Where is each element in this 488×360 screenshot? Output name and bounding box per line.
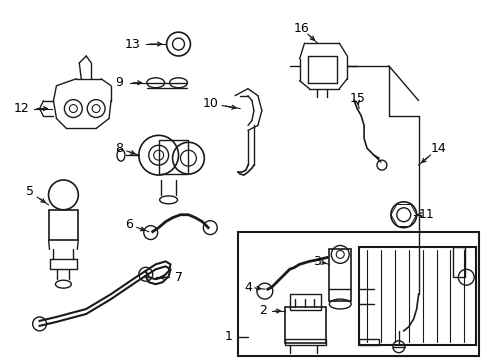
- Bar: [289, 294, 321, 310]
- Text: 13: 13: [125, 37, 141, 50]
- Text: 7: 7: [174, 271, 182, 284]
- Text: 8: 8: [115, 142, 122, 155]
- Text: 5: 5: [25, 185, 34, 198]
- Text: 6: 6: [125, 218, 133, 231]
- Bar: [358, 339, 378, 345]
- Bar: [452, 247, 464, 277]
- Bar: [358, 247, 475, 345]
- Text: 16: 16: [293, 22, 309, 35]
- Text: 9: 9: [115, 76, 122, 89]
- Bar: [284, 339, 325, 345]
- Bar: [158, 140, 188, 174]
- Text: 2: 2: [258, 305, 266, 318]
- Bar: [328, 249, 350, 301]
- Text: 12: 12: [14, 102, 30, 115]
- Text: 11: 11: [418, 208, 433, 221]
- Bar: [48, 210, 78, 239]
- Bar: [284, 307, 325, 343]
- Text: 1: 1: [224, 330, 232, 343]
- Text: 14: 14: [430, 142, 446, 155]
- Text: 3: 3: [313, 255, 321, 268]
- Text: 4: 4: [244, 281, 251, 294]
- Bar: [238, 231, 478, 356]
- Text: 15: 15: [348, 92, 365, 105]
- Text: 10: 10: [202, 97, 218, 110]
